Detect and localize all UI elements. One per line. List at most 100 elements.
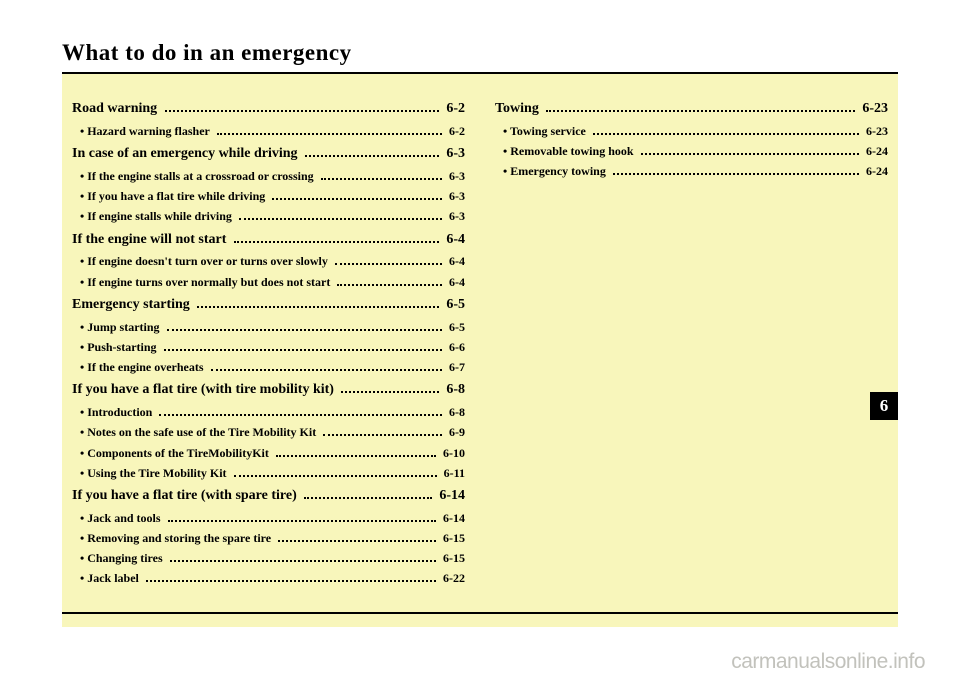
toc-label: • Towing service (503, 123, 589, 139)
toc-row: • Emergency towing 6-24 (495, 163, 888, 179)
watermark-text: carmanualsonline.info (731, 650, 925, 674)
toc-dots (239, 210, 442, 220)
toc-label: • Jack and tools (80, 510, 164, 526)
toc-dots (305, 147, 439, 157)
toc-dots (272, 190, 442, 200)
toc-page-number: 6-11 (441, 465, 465, 481)
toc-row: • Towing service 6-23 (495, 123, 888, 139)
toc-dots (546, 102, 854, 112)
toc-label: • Components of the TireMobilityKit (80, 445, 272, 461)
toc-dots (304, 489, 432, 499)
toc-row: In case of an emergency while driving 6-… (72, 145, 465, 164)
toc-page-number: 6-9 (446, 424, 465, 440)
toc-row: • If the engine overheats 6-7 (72, 359, 465, 375)
toc-label: • Hazard warning flasher (80, 123, 213, 139)
toc-label: • Introduction (80, 404, 155, 420)
toc-page-number: 6-8 (446, 404, 465, 420)
toc-dots (323, 426, 442, 436)
toc-label: • Changing tires (80, 550, 166, 566)
toc-page-number: 6-5 (443, 296, 465, 315)
toc-area: Road warning 6-2 • Hazard warning flasher… (62, 74, 898, 627)
toc-dots (341, 383, 438, 393)
toc-dots (613, 165, 859, 175)
toc-row: • Changing tires 6-15 (72, 550, 465, 566)
toc-label: Towing (495, 100, 542, 119)
toc-label: • Removing and storing the spare tire (80, 530, 274, 546)
toc-dots (593, 125, 859, 135)
toc-row: • Hazard warning flasher 6-2 (72, 123, 465, 139)
toc-label: • Removable towing hook (503, 143, 637, 159)
toc-dots (234, 233, 439, 243)
toc-label: • Notes on the safe use of the Tire Mobi… (80, 424, 319, 440)
toc-column-2: Towing 6-23• Towing service 6-23• Remova… (495, 94, 888, 587)
toc-dots (641, 145, 859, 155)
toc-row: • Notes on the safe use of the Tire Mobi… (72, 424, 465, 440)
toc-label: Emergency starting (72, 296, 193, 315)
toc-row: • If engine turns over normally but does… (72, 274, 465, 290)
toc-row: • Removable towing hook 6-24 (495, 143, 888, 159)
toc-page-number: 6-10 (440, 445, 465, 461)
toc-label: • If the engine stalls at a crossroad or… (80, 168, 317, 184)
toc-page-number: 6-2 (443, 100, 465, 119)
toc-row: • Introduction 6-8 (72, 404, 465, 420)
toc-row: If the engine will not start 6-4 (72, 231, 465, 250)
toc-label: • If engine turns over normally but does… (80, 274, 333, 290)
toc-row: • Removing and storing the spare tire 6-… (72, 530, 465, 546)
toc-page-number: 6-3 (446, 168, 465, 184)
toc-label: • If engine stalls while driving (80, 208, 235, 224)
toc-row: • If you have a flat tire while driving … (72, 188, 465, 204)
toc-dots (146, 572, 436, 582)
toc-dots (170, 552, 436, 562)
toc-page-number: 6-4 (446, 253, 465, 269)
toc-dots (159, 406, 442, 416)
chapter-tab: 6 (870, 392, 898, 420)
toc-page-number: 6-7 (446, 359, 465, 375)
toc-page-number: 6-4 (443, 231, 465, 250)
toc-page-number: 6-15 (440, 530, 465, 546)
toc-page-number: 6-24 (863, 143, 888, 159)
toc-row: • If engine doesn't turn over or turns o… (72, 253, 465, 269)
toc-row: Road warning 6-2 (72, 100, 465, 119)
toc-page-number: 6-6 (446, 339, 465, 355)
toc-dots (278, 532, 436, 542)
footer-divider (62, 612, 898, 614)
toc-page-number: 6-2 (446, 123, 465, 139)
toc-row: If you have a flat tire (with spare tire… (72, 487, 465, 506)
toc-row: Emergency starting 6-5 (72, 296, 465, 315)
toc-label: • Push-starting (80, 339, 160, 355)
toc-dots (276, 447, 436, 457)
toc-dots (234, 467, 437, 477)
toc-label: If you have a flat tire (with tire mobil… (72, 381, 337, 400)
toc-dots (337, 276, 442, 286)
toc-page-number: 6-22 (440, 570, 465, 586)
toc-page-number: 6-4 (446, 274, 465, 290)
toc-label: • Emergency towing (503, 163, 609, 179)
toc-page-number: 6-8 (443, 381, 465, 400)
toc-row: • Jack label 6-22 (72, 570, 465, 586)
toc-dots (164, 341, 442, 351)
toc-page-number: 6-3 (446, 188, 465, 204)
toc-page-number: 6-5 (446, 319, 465, 335)
toc-label: • If engine doesn't turn over or turns o… (80, 253, 331, 269)
toc-row: • If engine stalls while driving 6-3 (72, 208, 465, 224)
toc-dots (197, 298, 439, 308)
toc-row: • Components of the TireMobilityKit 6-10 (72, 445, 465, 461)
toc-dots (165, 102, 439, 112)
toc-label: If you have a flat tire (with spare tire… (72, 487, 300, 506)
toc-page-number: 6-3 (443, 145, 465, 164)
toc-label: • If you have a flat tire while driving (80, 188, 268, 204)
toc-page-number: 6-23 (863, 123, 888, 139)
toc-label: • Using the Tire Mobility Kit (80, 465, 230, 481)
toc-page-number: 6-24 (863, 163, 888, 179)
toc-row: Towing 6-23 (495, 100, 888, 119)
toc-page-number: 6-23 (859, 100, 888, 119)
toc-page-number: 6-14 (440, 510, 465, 526)
toc-row: • Jump starting 6-5 (72, 319, 465, 335)
toc-dots (321, 170, 442, 180)
toc-page-number: 6-15 (440, 550, 465, 566)
toc-row: • If the engine stalls at a crossroad or… (72, 168, 465, 184)
toc-label: • Jack label (80, 570, 142, 586)
toc-dots (217, 125, 442, 135)
toc-page-number: 6-14 (436, 487, 465, 506)
toc-page-number: 6-3 (446, 208, 465, 224)
